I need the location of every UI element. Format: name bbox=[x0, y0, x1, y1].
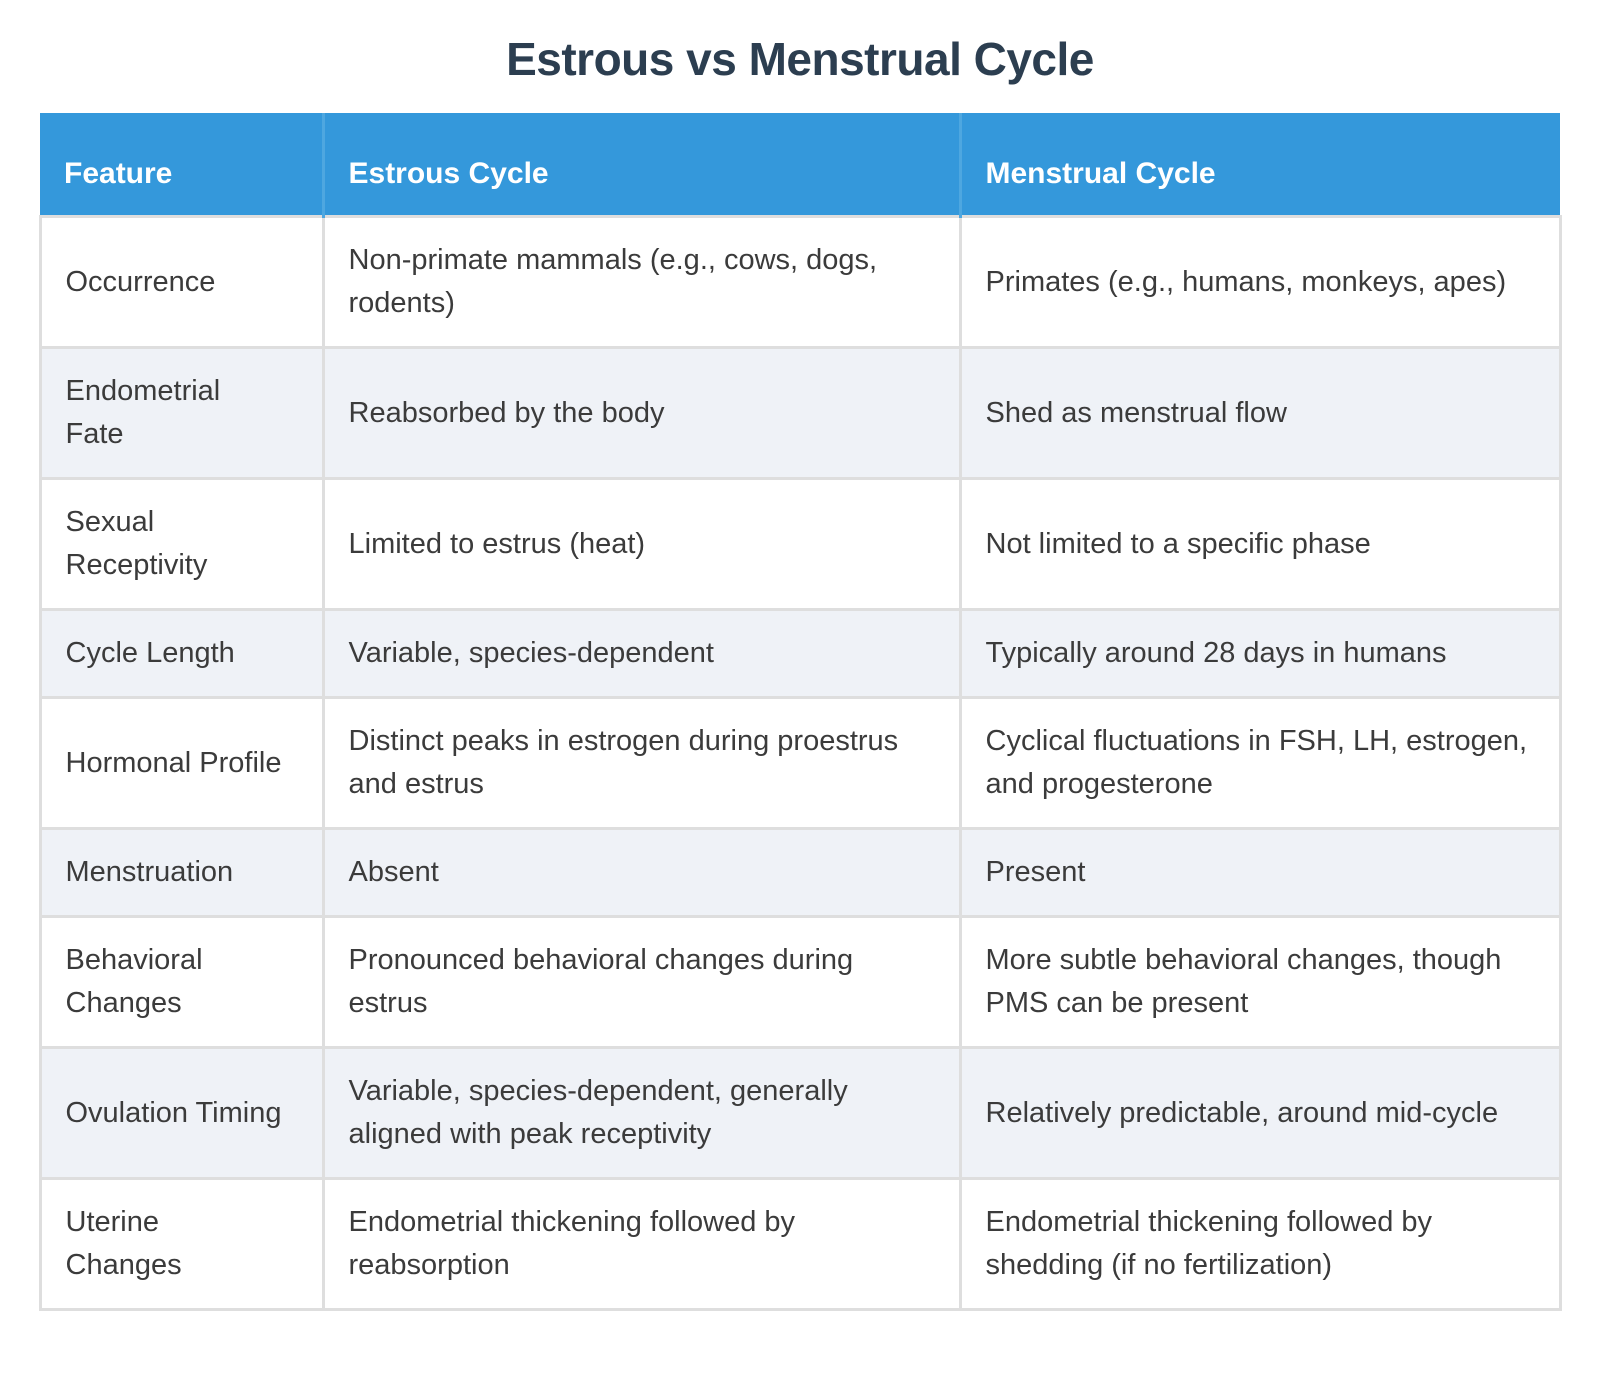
menstrual-cell: Typically around 28 days in humans bbox=[958, 608, 1562, 699]
feature-cell: Menstruation bbox=[38, 827, 325, 918]
estrous-cell: Variable, species-dependent bbox=[321, 608, 962, 699]
page-title: Estrous vs Menstrual Cycle bbox=[506, 33, 1094, 85]
table-header: Feature Estrous Cycle Menstrual Cycle bbox=[40, 113, 1560, 217]
table-row: Ovulation Timing Variable, species-depend… bbox=[38, 1046, 1562, 1180]
estrous-cell: Absent bbox=[321, 827, 962, 918]
feature-cell: Occurrence bbox=[38, 215, 325, 349]
table-body: Occurrence Non-primate mammals (e.g., cow… bbox=[38, 215, 1562, 1311]
table-row: Behavioral Changes Pronounced behavioral … bbox=[38, 915, 1562, 1049]
estrous-cell: Endometrial thickening followed by reabs… bbox=[321, 1177, 962, 1311]
menstrual-cell: Endometrial thickening followed by shedd… bbox=[958, 1177, 1562, 1311]
feature-cell: Cycle Length bbox=[38, 608, 325, 699]
feature-cell: Ovulation Timing bbox=[38, 1046, 325, 1180]
column-header-estrous-cycle: Estrous Cycle bbox=[323, 113, 962, 217]
table-row: Endometrial Fate Reabsorbed by the body Sh… bbox=[38, 346, 1562, 480]
feature-cell: Hormonal Profile bbox=[38, 696, 325, 830]
column-header-menstrual-cycle: Menstrual Cycle bbox=[960, 113, 1560, 217]
menstrual-cell: Not limited to a specific phase bbox=[958, 477, 1562, 611]
table-row: Hormonal Profile Distinct peaks in estrog… bbox=[38, 696, 1562, 830]
feature-cell: Sexual Receptivity bbox=[38, 477, 325, 611]
header-row: Feature Estrous Cycle Menstrual Cycle bbox=[40, 113, 1560, 217]
feature-cell: Uterine Changes bbox=[38, 1177, 325, 1311]
table-row: Uterine Changes Endometrial thickening fo… bbox=[38, 1177, 1562, 1311]
estrous-cell: Distinct peaks in estrogen during proest… bbox=[321, 696, 962, 830]
feature-cell: Behavioral Changes bbox=[38, 915, 325, 1049]
estrous-cell: Variable, species-dependent, generally a… bbox=[321, 1046, 962, 1180]
menstrual-cell: Relatively predictable, around mid-cycle bbox=[958, 1046, 1562, 1180]
table-row: Occurrence Non-primate mammals (e.g., cow… bbox=[38, 215, 1562, 349]
comparison-table: Feature Estrous Cycle Menstrual Cycle Oc… bbox=[38, 113, 1562, 1311]
menstrual-cell: Present bbox=[958, 827, 1562, 918]
feature-cell: Endometrial Fate bbox=[38, 346, 325, 480]
menstrual-cell: Shed as menstrual flow bbox=[958, 346, 1562, 480]
menstrual-cell: Primates (e.g., humans, monkeys, apes) bbox=[958, 215, 1562, 349]
table-row: Cycle Length Variable, species-dependent T… bbox=[38, 608, 1562, 699]
estrous-cell: Pronounced behavioral changes during est… bbox=[321, 915, 962, 1049]
table-row: Sexual Receptivity Limited to estrus (hea… bbox=[38, 477, 1562, 611]
estrous-cell: Non-primate mammals (e.g., cows, dogs, r… bbox=[321, 215, 962, 349]
menstrual-cell: More subtle behavioral changes, though P… bbox=[958, 915, 1562, 1049]
column-header-feature: Feature bbox=[40, 113, 325, 217]
estrous-cell: Limited to estrus (heat) bbox=[321, 477, 962, 611]
estrous-cell: Reabsorbed by the body bbox=[321, 346, 962, 480]
menstrual-cell: Cyclical fluctuations in FSH, LH, estrog… bbox=[958, 696, 1562, 830]
table-row: Menstruation Absent Present bbox=[38, 827, 1562, 918]
